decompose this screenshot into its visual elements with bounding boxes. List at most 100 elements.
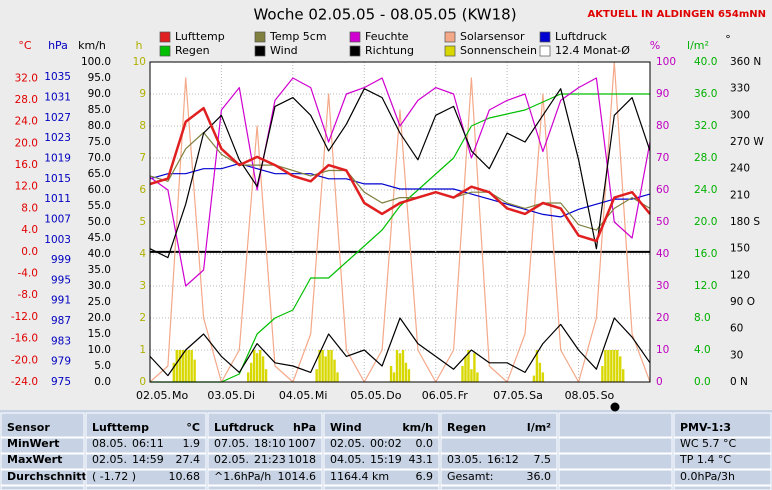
series-line — [149, 106, 651, 243]
table-text: ^1.6hPa/h — [214, 470, 271, 483]
table-cell — [440, 469, 558, 486]
table-cell — [85, 453, 207, 470]
table-text: Gesamt: — [447, 470, 494, 483]
table-text: km/h — [402, 421, 433, 434]
table-cell — [0, 485, 85, 490]
sunshine-bar — [333, 359, 336, 382]
sunshine-bar — [601, 366, 604, 382]
x-tick-label: Mi — [315, 389, 328, 402]
y-tick-label: 32.0 — [15, 72, 38, 84]
y-tick-label: 35.0 — [88, 264, 111, 276]
sunshine-bar — [258, 350, 262, 382]
y-tick-label: -12.0 — [11, 311, 38, 323]
y-tick-label: 12.0 — [15, 181, 38, 193]
table-text: 03.05. — [447, 453, 482, 466]
table-text: MaxWert — [7, 453, 62, 466]
y-tick-label: 975 — [51, 376, 71, 388]
table-cell — [440, 412, 558, 438]
y-tick-label: 24.0 — [15, 116, 38, 128]
series-line — [149, 88, 651, 259]
x-tick-label: So — [601, 389, 615, 402]
sunshine-bar — [190, 350, 193, 382]
table-cell — [0, 469, 85, 486]
y-tick-label: 30 — [656, 280, 669, 292]
sun-marker — [610, 402, 620, 412]
sunshine-bar — [613, 350, 616, 382]
sunshine-bar — [464, 356, 467, 382]
sunshine-bar — [401, 350, 405, 382]
table-cell — [440, 485, 558, 490]
y-tick-label: 4.0 — [21, 224, 38, 236]
table-text: 0.0hPa/3h — [680, 470, 735, 483]
y-tick-label: 120 — [730, 269, 750, 281]
table-text: Sensor — [7, 421, 50, 434]
table-text: 15:19 — [370, 453, 402, 466]
table-text: 00:02 — [370, 437, 402, 450]
table-cell — [673, 485, 772, 490]
legend-swatch — [159, 45, 171, 57]
table-cell — [323, 485, 440, 490]
table-cell — [673, 469, 772, 486]
table-text: 7.5 — [534, 453, 552, 466]
y-tick-label: -8.0 — [18, 289, 39, 301]
y-tick-label: 15.0 — [88, 328, 111, 340]
sunshine-bar — [622, 369, 625, 382]
x-tick-label: Mo — [172, 389, 188, 402]
sunshine-bar — [607, 350, 610, 382]
y-tick-label: 0.0 — [694, 376, 711, 388]
sunshine-bar — [175, 350, 178, 382]
y-tick-label: 100.0 — [81, 56, 111, 68]
y-tick-label: 1007 — [44, 213, 71, 225]
y-tick-label: 7 — [139, 152, 146, 164]
y-tick-label: 24.0 — [694, 184, 717, 196]
y-tick-label: 2 — [139, 312, 146, 324]
sunshine-bar — [247, 372, 250, 382]
y-tick-label: 36.0 — [694, 88, 717, 100]
sunshine-bar — [187, 350, 190, 382]
legend-label: Feuchte — [365, 30, 409, 43]
x-tick-label: Sa — [529, 389, 543, 402]
y-tick-label: -24.0 — [11, 376, 38, 388]
y-tick-label: 987 — [51, 315, 71, 327]
table-text: MinWert — [7, 437, 59, 450]
y-tick-label: 300 — [730, 109, 750, 121]
axis-unit: % — [650, 39, 660, 52]
x-tick-label: 07.05. — [493, 389, 528, 402]
y-tick-label: 70 — [656, 152, 669, 164]
table-text: 1.9 — [183, 437, 201, 450]
sunshine-bar — [398, 353, 402, 382]
table-text: hPa — [293, 421, 316, 434]
sunshine-bar — [619, 356, 622, 382]
y-tick-label: 16.0 — [694, 248, 717, 260]
y-tick-label: 28.0 — [15, 94, 38, 106]
legend-swatch — [349, 45, 361, 57]
y-tick-label: -4.0 — [18, 268, 39, 280]
sunshine-bar — [476, 372, 479, 382]
y-tick-label: 10 — [133, 56, 146, 68]
y-tick-label: 80 — [656, 120, 669, 132]
y-tick-label: 95.0 — [88, 72, 111, 84]
sunshine-bar — [467, 350, 470, 382]
y-tick-label: 40 — [656, 248, 669, 260]
sunshine-bar — [538, 362, 542, 382]
y-tick-label: 995 — [51, 274, 71, 286]
sunshine-bar — [178, 350, 181, 382]
y-tick-label: 40.0 — [694, 56, 717, 68]
table-text: PMV-1:3 — [680, 421, 731, 434]
table-text: Wind — [330, 421, 362, 434]
y-tick-label: 4.0 — [694, 344, 711, 356]
legend-swatch — [444, 45, 456, 57]
table-text: 0.0 — [416, 437, 434, 450]
y-tick-label: -16.0 — [11, 333, 38, 345]
y-tick-label: 90.0 — [88, 88, 111, 100]
x-tick-label: 05.05. — [350, 389, 385, 402]
table-text: 04.05. — [330, 453, 365, 466]
table-text: 06:11 — [132, 437, 164, 450]
table-text: 1164.4 km — [330, 470, 389, 483]
y-tick-label: 180 S — [730, 216, 760, 228]
table-cell — [440, 437, 558, 454]
table-text: ( -1.72 ) — [92, 470, 136, 483]
y-tick-label: 20.0 — [694, 216, 717, 228]
sunshine-bar — [389, 366, 393, 382]
